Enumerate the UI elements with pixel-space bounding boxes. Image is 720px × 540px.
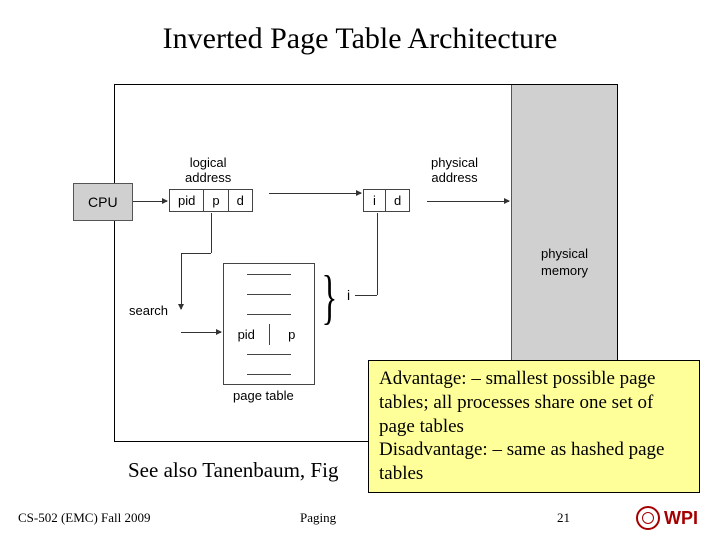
advantage-label: Advantage: <box>379 368 467 389</box>
cell-pid: pid <box>170 190 204 211</box>
line-pidp-down <box>211 213 212 253</box>
arrow-to-memory <box>427 201 509 202</box>
slide-title: Inverted Page Table Architecture <box>0 22 720 56</box>
line-i-horiz <box>355 295 377 296</box>
disadvantage-label: Disadvantage: <box>379 439 488 460</box>
pt-cell-pid: pid <box>224 324 270 345</box>
footer-left: CS-502 (EMC) Fall 2009 <box>18 510 151 526</box>
cell-d: d <box>229 190 252 211</box>
logical-address-row: pid p d <box>169 189 253 212</box>
line-i-up <box>377 213 378 295</box>
see-also-text: See also Tanenbaum, Fig <box>128 458 338 483</box>
arrow-search-down <box>181 253 182 309</box>
arrow-d-to-d <box>269 193 361 194</box>
cpu-block: CPU <box>73 183 133 221</box>
wpi-logo: WPI <box>636 506 698 530</box>
wpi-seal-icon <box>636 506 660 530</box>
footer-center: Paging <box>300 510 336 526</box>
logical-address-label: logical address <box>185 155 231 185</box>
search-label: search <box>129 303 168 318</box>
line-across-to-search <box>181 253 211 254</box>
cell-p: p <box>204 190 228 211</box>
arrow-cpu-to-logical <box>133 201 167 202</box>
cell-i: i <box>364 190 386 211</box>
arrow-search-to-row <box>181 332 221 333</box>
physical-address-label: physical address <box>431 155 478 185</box>
physical-address-row: i d <box>363 189 410 212</box>
i-label: i <box>347 287 350 303</box>
i-brace: } <box>321 263 337 332</box>
page-table-label: page table <box>233 388 294 403</box>
wpi-logo-text: WPI <box>664 508 698 529</box>
page-table: pid p <box>223 263 315 385</box>
footer-page-number: 21 <box>557 510 570 526</box>
callout-box: Advantage: – smallest possible page tabl… <box>368 360 700 493</box>
cell-d2: d <box>386 190 409 211</box>
pt-cell-p: p <box>270 324 315 345</box>
